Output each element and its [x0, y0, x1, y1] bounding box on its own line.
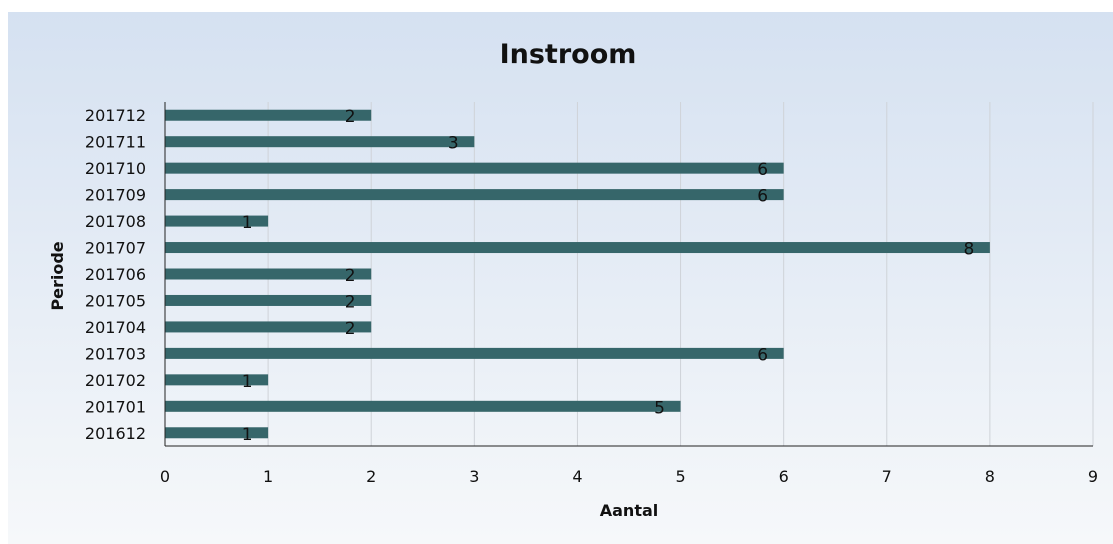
category-label: 201701 — [85, 397, 146, 416]
category-label: 201707 — [85, 239, 146, 258]
data-label: 2 — [345, 107, 356, 127]
x-tick-label: 7 — [882, 467, 892, 486]
category-label: 201702 — [85, 371, 146, 390]
data-label: 1 — [242, 425, 253, 445]
category-label: 201705 — [85, 291, 146, 310]
bar-201712 — [165, 109, 372, 121]
x-tick-label: 8 — [985, 467, 995, 486]
chart-title: Instroom — [500, 39, 637, 70]
category-label: 201710 — [85, 159, 146, 178]
x-tick-label: 9 — [1088, 467, 1098, 486]
bar-201708 — [165, 215, 269, 227]
bar-201703 — [165, 347, 784, 359]
data-label: 1 — [242, 372, 253, 392]
data-label: 5 — [654, 398, 665, 418]
data-label: 2 — [345, 292, 356, 312]
x-tick-label: 1 — [263, 467, 273, 486]
x-tick-label: 3 — [469, 467, 479, 486]
data-label: 6 — [757, 345, 768, 365]
bar-201705 — [165, 294, 372, 306]
category-label: 201709 — [85, 186, 146, 205]
bar-201711 — [165, 136, 475, 148]
category-label: 201706 — [85, 265, 146, 284]
category-label: 201704 — [85, 318, 146, 337]
category-label: 201703 — [85, 344, 146, 363]
x-tick-label: 2 — [366, 467, 376, 486]
bar-201612 — [165, 427, 269, 439]
data-label: 6 — [757, 187, 768, 207]
data-label: 2 — [345, 266, 356, 286]
data-label: 2 — [345, 319, 356, 339]
x-tick-label: 5 — [675, 467, 685, 486]
category-label: 201612 — [85, 424, 146, 443]
bar-201706 — [165, 268, 372, 280]
category-label: 201711 — [85, 133, 146, 152]
bar-201709 — [165, 189, 784, 201]
bars — [165, 109, 990, 439]
category-label: 201708 — [85, 212, 146, 231]
bar-201707 — [165, 242, 990, 254]
x-tick-label: 4 — [572, 467, 582, 486]
data-label: 3 — [448, 134, 459, 154]
y-axis-label: Periode — [48, 241, 67, 310]
axes — [164, 102, 1093, 447]
data-label: 1 — [242, 213, 253, 233]
x-tick-label: 6 — [779, 467, 789, 486]
bar-201701 — [165, 400, 681, 412]
labels: 0 1 2 3 4 5 6 7 8 9 201612 1 201701 5 201702 1 201703 6 20… — [85, 106, 1098, 486]
data-label: 8 — [963, 240, 974, 260]
bar-201702 — [165, 374, 269, 386]
bar-201710 — [165, 162, 784, 174]
bar-201704 — [165, 321, 372, 333]
x-axis-label: Aantal — [600, 501, 659, 520]
category-label: 201712 — [85, 106, 146, 125]
data-label: 6 — [757, 160, 768, 180]
x-tick-label: 0 — [160, 467, 170, 486]
